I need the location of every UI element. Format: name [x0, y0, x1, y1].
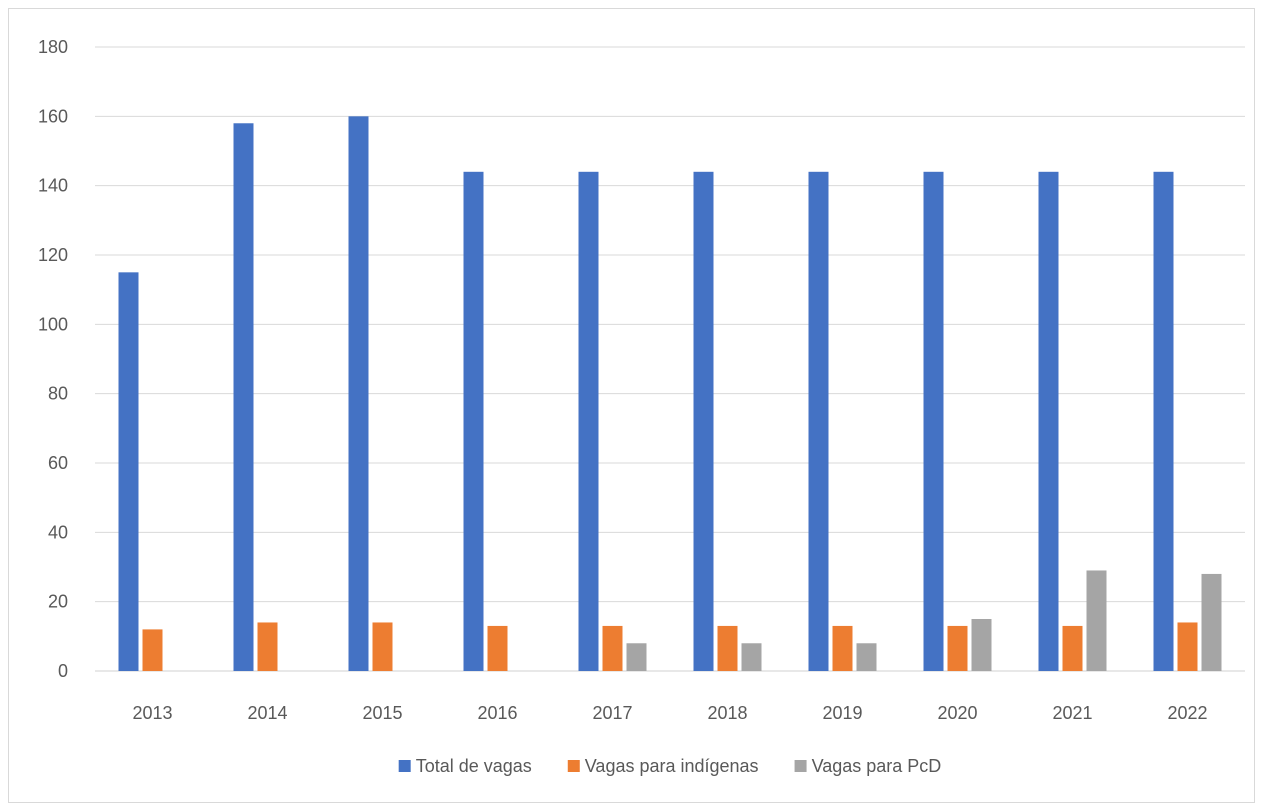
y-tick-label: 120 [38, 245, 68, 265]
bar-series-3 [856, 643, 877, 671]
y-tick-label: 180 [38, 37, 68, 57]
x-tick-label: 2016 [477, 703, 517, 723]
bar-series-1 [808, 171, 829, 672]
y-axis-tick-labels: 0 20 40 60 80 100 120 140 160 180 [38, 37, 68, 681]
y-tick-label: 60 [48, 453, 68, 473]
y-tick-label: 20 [48, 592, 68, 612]
gridlines [95, 46, 1245, 672]
bar-series-1 [118, 272, 139, 671]
bars [118, 116, 1222, 672]
x-tick-label: 2020 [937, 703, 977, 723]
legend-swatch [567, 760, 580, 772]
x-tick-label: 2022 [1167, 703, 1207, 723]
bar-series-2 [372, 622, 393, 671]
y-tick-label: 0 [58, 661, 68, 681]
x-tick-label: 2021 [1052, 703, 1092, 723]
bar-series-1 [1038, 171, 1059, 672]
bar-series-2 [1177, 622, 1198, 671]
bar-series-2 [832, 625, 853, 671]
x-tick-label: 2018 [707, 703, 747, 723]
bar-series-3 [1086, 570, 1107, 671]
bar-series-2 [1062, 625, 1083, 671]
bar-series-1 [1153, 171, 1174, 672]
bar-series-1 [693, 171, 714, 672]
x-axis-tick-labels: 2013 2014 2015 2016 2017 2018 2019 2020 2021 2022 [132, 703, 1207, 723]
x-tick-label: 2014 [247, 703, 287, 723]
legend-label: Total de vagas [416, 756, 532, 776]
bar-series-2 [487, 625, 508, 671]
bar-series-3 [741, 643, 762, 671]
y-tick-label: 140 [38, 176, 68, 196]
y-tick-label: 40 [48, 522, 68, 542]
legend-swatch [398, 760, 411, 772]
legend-item: Vagas para PcD [794, 756, 942, 776]
bar-series-3 [626, 643, 647, 671]
legend-label: Vagas para indígenas [585, 756, 759, 776]
y-tick-label: 80 [48, 384, 68, 404]
bar-series-1 [923, 171, 944, 672]
legend-item: Total de vagas [398, 756, 532, 776]
legend: Total de vagas Vagas para indígenas Vagas … [398, 756, 942, 776]
bar-series-1 [348, 116, 369, 672]
bar-series-1 [233, 123, 254, 672]
bar-series-1 [578, 171, 599, 672]
legend-swatch [794, 760, 807, 772]
bar-series-2 [947, 625, 968, 671]
bar-series-3 [1201, 573, 1222, 671]
y-tick-label: 160 [38, 106, 68, 126]
legend-item: Vagas para indígenas [567, 756, 759, 776]
bar-series-2 [142, 629, 163, 671]
bar-series-3 [971, 619, 992, 671]
x-tick-label: 2019 [822, 703, 862, 723]
bar-series-1 [463, 171, 484, 672]
x-tick-label: 2013 [132, 703, 172, 723]
y-tick-label: 100 [38, 314, 68, 334]
bar-series-2 [257, 622, 278, 671]
x-tick-label: 2015 [362, 703, 402, 723]
bar-series-2 [717, 625, 738, 671]
bar-series-2 [602, 625, 623, 671]
legend-label: Vagas para PcD [812, 756, 942, 776]
x-tick-label: 2017 [592, 703, 632, 723]
